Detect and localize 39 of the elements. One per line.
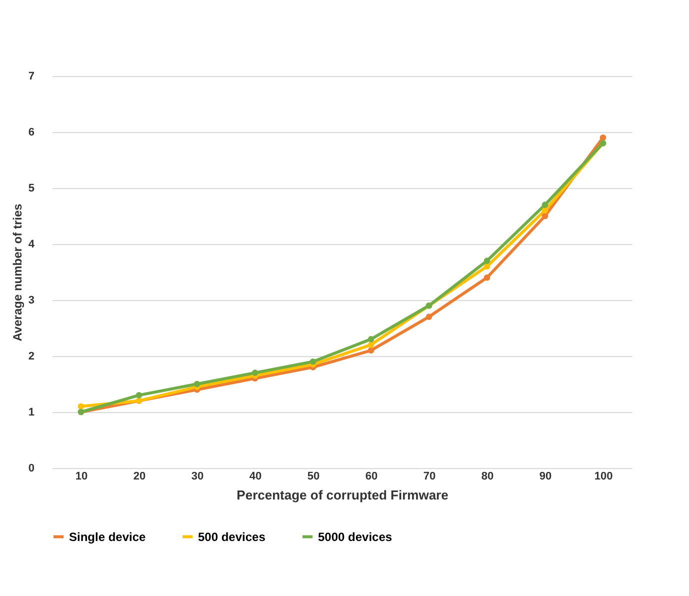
y-tick-label: 5 [28, 182, 34, 194]
legend-label: 5000 devices [318, 530, 392, 544]
point [484, 263, 490, 270]
y-tick-label: 2 [28, 350, 34, 362]
point [78, 403, 84, 410]
x-tick-label: 70 [423, 470, 436, 482]
y-tick-label: 0 [28, 462, 34, 474]
point [426, 314, 432, 320]
point [368, 336, 374, 342]
point [542, 212, 548, 220]
x-tick-label: 30 [191, 470, 204, 482]
point [368, 342, 374, 348]
point [600, 134, 606, 141]
x-tick-label: 40 [249, 470, 262, 482]
x-axis-title: Percentage of corrupted Firmware [236, 488, 448, 502]
x-tick-label: 100 [594, 470, 613, 482]
point [194, 380, 200, 388]
y-tick-label: 4 [28, 238, 36, 250]
y-tick-label: 6 [28, 126, 34, 138]
y-tick-label: 3 [28, 294, 34, 306]
x-tick-label: 10 [75, 470, 88, 482]
point [484, 258, 490, 264]
y-tick-label: 1 [28, 406, 34, 418]
point [136, 392, 142, 398]
point [252, 370, 258, 376]
x-tick-label: 20 [133, 470, 146, 482]
x-tick-label: 50 [307, 470, 320, 482]
x-tick-label: 80 [481, 470, 494, 482]
point [368, 347, 374, 354]
point [542, 202, 548, 208]
point [542, 207, 548, 214]
point [310, 358, 316, 365]
x-tick-label: 60 [365, 470, 378, 482]
point [484, 274, 490, 281]
y-tick-label: 7 [28, 70, 34, 82]
y-axis-title: Average number of tries [10, 203, 24, 342]
x-tick-label: 90 [539, 470, 552, 482]
legend-label: Single device [69, 530, 146, 544]
legend-label: 500 devices [198, 530, 266, 544]
